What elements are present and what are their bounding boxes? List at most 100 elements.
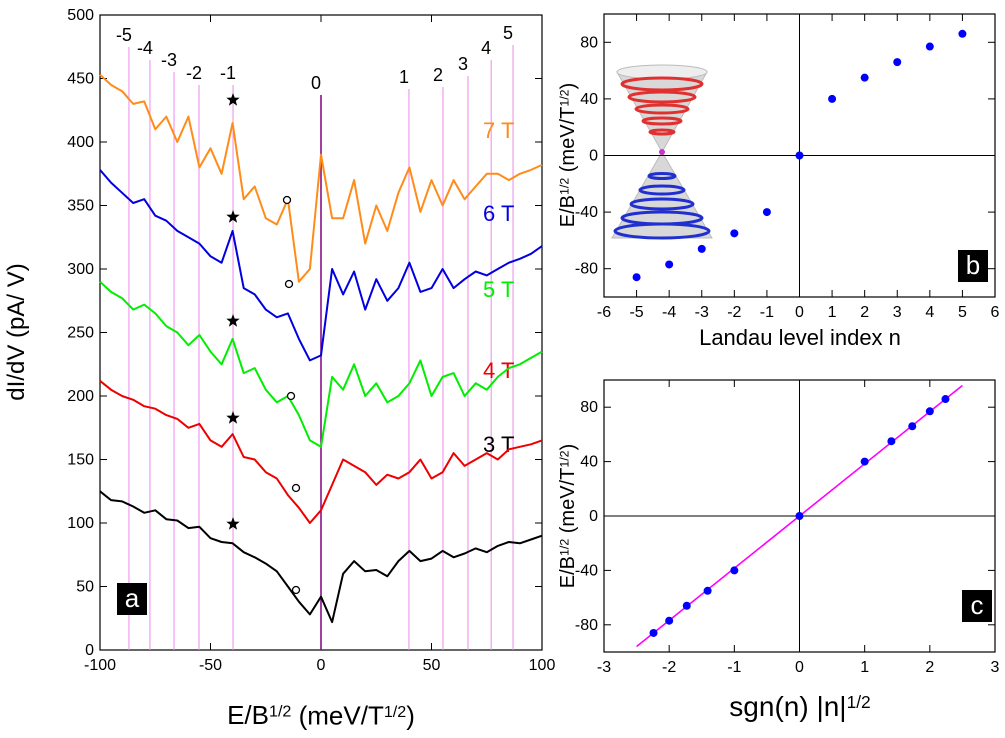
- x-tick-label: 1: [860, 659, 869, 676]
- x-tick-label: -3: [597, 659, 611, 676]
- ring: [647, 172, 677, 180]
- ring: [627, 90, 697, 104]
- circle-marker: [291, 585, 301, 595]
- spectrum-line: [99, 380, 543, 524]
- y-tick-label: -40: [575, 562, 598, 579]
- x-tick-label: -5: [629, 304, 643, 321]
- x-tick-label: 2: [925, 659, 934, 676]
- label-part: (meV/T: [291, 700, 384, 730]
- label-part: (meV/T: [557, 468, 579, 539]
- data-point: [893, 58, 902, 67]
- lower-rings: [613, 172, 711, 240]
- y-axis-title: dI/dV (pA/ V): [3, 263, 30, 400]
- level-label: 0: [311, 73, 321, 93]
- y-tick-label: 40: [580, 454, 598, 471]
- superscript: 1/2: [557, 178, 571, 195]
- superscript: 1/2: [558, 89, 572, 106]
- x-tick-label: -50: [199, 657, 222, 674]
- ring: [641, 116, 683, 126]
- data-point: [941, 395, 950, 404]
- ring: [629, 197, 695, 211]
- x-tick-label: -2: [727, 304, 741, 321]
- panel-label-box: [958, 250, 988, 282]
- label-part: sgn(n) |n|: [729, 691, 846, 722]
- x-axis-title: sgn(n) |n|1/2: [729, 691, 870, 722]
- y-tick-label: 300: [67, 261, 94, 278]
- label-part: ): [406, 701, 415, 731]
- y-axis-title: E/B1/2 (meV/T1/2): [557, 444, 579, 589]
- y-tick-label: 150: [67, 452, 94, 469]
- series-label: 4 T: [483, 358, 514, 383]
- star-marker: [226, 411, 240, 424]
- x-tick-label: 2: [860, 304, 869, 321]
- x-tick-label: 0: [317, 657, 326, 674]
- superscript: 1/2: [557, 539, 571, 556]
- upper-rings: [620, 76, 704, 136]
- ring: [638, 184, 686, 196]
- x-tick-label: -2: [662, 659, 676, 676]
- data-point: [665, 260, 674, 269]
- circle-marker: [282, 195, 292, 205]
- superscript: 1/2: [384, 703, 406, 721]
- star-marker: [226, 210, 240, 223]
- y-tick-label: 250: [67, 325, 94, 342]
- star-marker: [226, 517, 240, 530]
- y-tick-label: 40: [580, 91, 598, 108]
- y-tick-label: 450: [67, 71, 94, 88]
- series-label: 5 T: [483, 277, 514, 302]
- label-part: ): [557, 83, 579, 90]
- ring: [634, 103, 690, 115]
- data-point: [958, 29, 967, 38]
- level-label: 5: [503, 23, 513, 43]
- circle-marker: [284, 279, 294, 289]
- level-label: 2: [433, 65, 443, 85]
- x-tick-label: 4: [925, 304, 934, 321]
- label-part: (meV/T: [557, 107, 579, 178]
- y-tick-label: -80: [575, 617, 598, 634]
- y-tick-label: 0: [85, 642, 94, 659]
- ring: [648, 128, 676, 136]
- x-tick-label: 100: [529, 657, 556, 674]
- x-tick-label: -4: [662, 304, 676, 321]
- x-tick-label: 3: [893, 304, 902, 321]
- x-tick-label: 1: [828, 304, 837, 321]
- panel-label-box: [962, 590, 992, 622]
- data-point: [860, 73, 869, 82]
- level-label: 3: [458, 54, 468, 74]
- spectrum-line: [99, 280, 543, 448]
- level-label: 1: [399, 67, 409, 87]
- superscript: 1/2: [269, 703, 291, 721]
- label-part: E/B: [557, 195, 579, 227]
- data-point: [682, 601, 691, 610]
- y-tick-label: 100: [67, 515, 94, 532]
- x-tick-label: -6: [597, 304, 611, 321]
- level-label: -5: [116, 25, 132, 45]
- data-point: [925, 407, 934, 416]
- x-tick-label: -3: [695, 304, 709, 321]
- data-point: [925, 42, 934, 51]
- label-part: ): [557, 444, 579, 451]
- y-tick-label: 80: [580, 34, 598, 51]
- panel-label-box: [117, 583, 147, 615]
- star-marker: [226, 314, 240, 327]
- y-tick-label: 80: [580, 399, 598, 416]
- x-tick-label: -1: [727, 659, 741, 676]
- spectrum-line: [99, 73, 543, 283]
- circle-marker: [286, 391, 296, 401]
- spectrum-line: [99, 169, 543, 362]
- x-tick-label: -100: [84, 657, 116, 674]
- x-axis-title: Landau level index n: [699, 325, 901, 350]
- y-tick-label: -80: [575, 261, 598, 278]
- data-point: [730, 566, 739, 575]
- panel-label: c: [971, 590, 984, 620]
- panel-label: b: [966, 250, 980, 280]
- data-point: [908, 422, 917, 431]
- superscript: 1/2: [847, 692, 871, 712]
- data-point: [887, 437, 896, 446]
- circle-marker: [291, 483, 301, 493]
- y-tick-label: 0: [589, 148, 598, 165]
- star-marker: [226, 93, 240, 106]
- data-point: [828, 94, 837, 103]
- data-point: [649, 628, 658, 637]
